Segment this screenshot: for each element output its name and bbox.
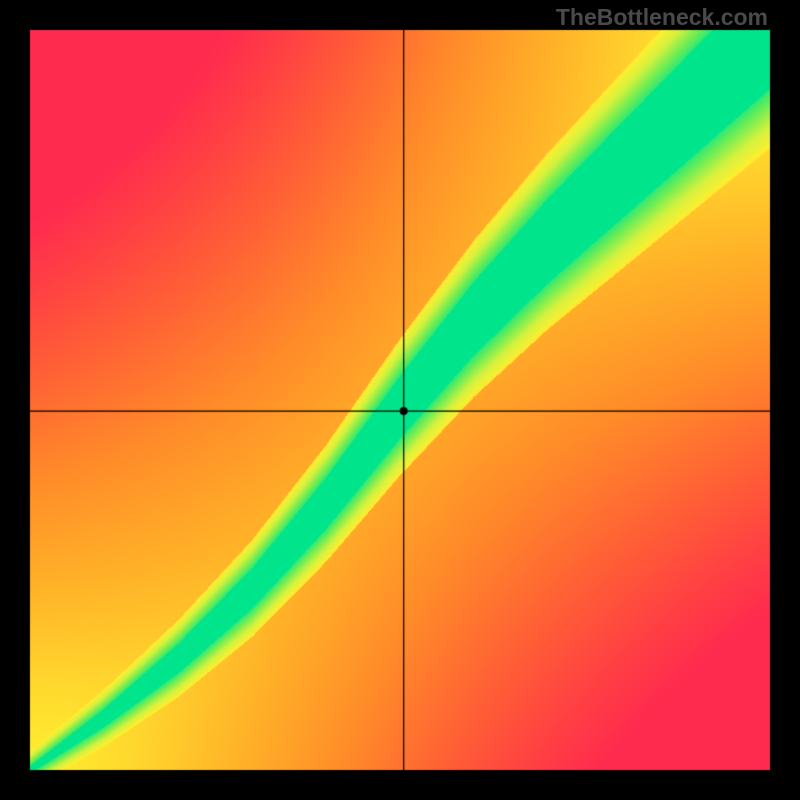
watermark-text: TheBottleneck.com [556, 4, 768, 31]
bottleneck-heatmap [0, 0, 800, 800]
